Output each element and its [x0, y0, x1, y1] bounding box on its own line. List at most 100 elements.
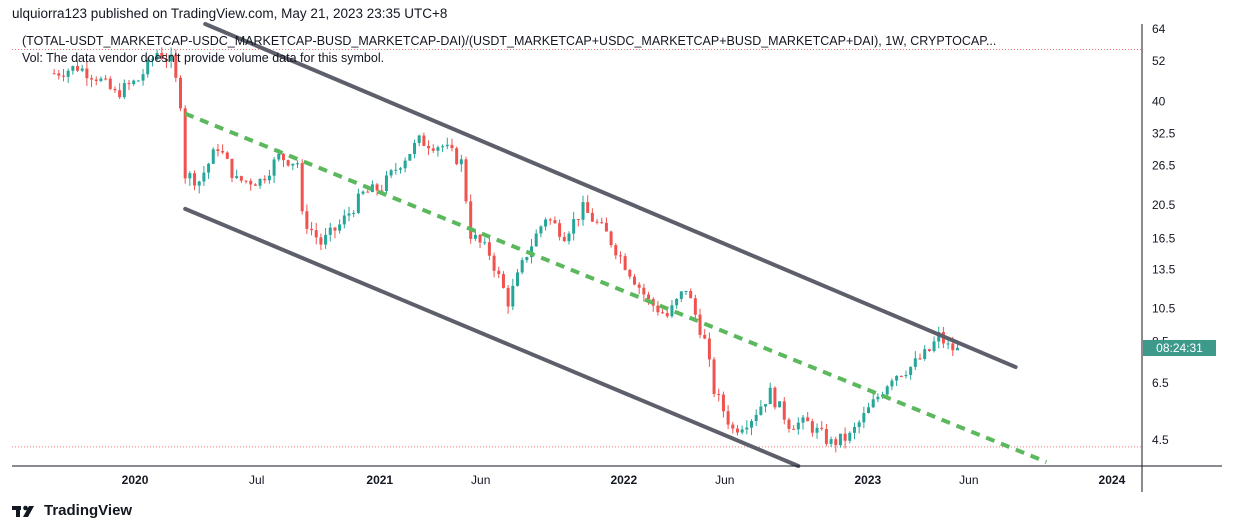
candle-body: [618, 255, 622, 257]
candle-body: [838, 433, 842, 446]
candle-body: [141, 74, 145, 81]
candle-body: [754, 414, 758, 421]
y-tick-label: 40: [1152, 95, 1166, 109]
candle-body: [169, 54, 173, 62]
candle-body: [104, 78, 108, 80]
y-tick-label: 64: [1152, 22, 1166, 36]
horizontal-lines: [12, 48, 1142, 448]
candle-body: [235, 176, 239, 178]
candle-body: [927, 349, 931, 351]
candle-body: [178, 77, 182, 109]
candle-body: [160, 52, 164, 59]
candle-body: [413, 143, 417, 155]
candle-body: [768, 387, 772, 405]
candle-body: [221, 150, 225, 153]
candle-body: [590, 212, 594, 222]
candle-body: [586, 202, 590, 213]
axes: 64524032.526.520.516.513.510.58.56.54.52…: [12, 22, 1222, 492]
candle-body: [71, 66, 75, 71]
candle-body: [932, 341, 936, 351]
candle-body: [150, 59, 154, 61]
candle-body: [918, 358, 922, 360]
candle-body: [267, 175, 271, 181]
candle-body: [852, 426, 856, 433]
candle-body: [609, 231, 613, 246]
candle-body: [127, 83, 131, 85]
channel-lines[interactable]: [183, 22, 1048, 468]
candle-body: [324, 234, 328, 245]
y-tick-label: 4.5: [1152, 433, 1169, 447]
candle-body: [333, 227, 337, 231]
candle-body: [703, 334, 707, 339]
candle-body: [871, 399, 875, 408]
candle-body: [286, 160, 290, 166]
countdown-badge: 08:24:31: [1143, 340, 1216, 356]
candle-body: [843, 433, 847, 441]
candle-body: [581, 202, 585, 220]
candle-body: [712, 359, 716, 395]
candle-body: [436, 147, 440, 151]
candle-body: [670, 305, 674, 317]
candle-body: [937, 332, 941, 342]
candle-body: [487, 242, 491, 256]
candle-body: [895, 375, 899, 381]
candle-body: [113, 88, 117, 91]
candle-body: [90, 78, 94, 80]
candle-body: [225, 152, 229, 159]
candle-body: [403, 160, 407, 169]
x-tick-label: Jun: [959, 473, 978, 487]
candle-body: [689, 290, 693, 299]
candle-body: [239, 176, 243, 181]
candle-body: [913, 358, 917, 367]
candle-body: [857, 422, 861, 427]
candle-body: [497, 270, 501, 275]
candle-body: [707, 338, 711, 360]
candle-body: [829, 439, 833, 444]
candle-body: [520, 260, 524, 273]
x-tick-label: Jun: [715, 473, 734, 487]
candle-body: [595, 221, 599, 223]
channel-upper-line: [203, 22, 1018, 370]
candle-body: [296, 163, 300, 165]
candle-body: [441, 146, 445, 148]
candle-body: [633, 276, 637, 285]
candle-body: [787, 419, 791, 429]
y-tick-label: 16.5: [1152, 232, 1176, 246]
volume-notice: Vol: The data vendor doesn't provide vol…: [22, 51, 385, 65]
candle-body: [132, 80, 136, 85]
candle-body: [459, 159, 463, 165]
candle-body: [604, 222, 608, 232]
candle-body: [469, 201, 473, 239]
candle-body: [600, 222, 604, 224]
candle-body: [824, 428, 828, 444]
candle-body: [548, 219, 552, 221]
y-tick-label: 26.5: [1152, 158, 1176, 172]
candle-body: [361, 191, 365, 194]
x-tick-label: 2023: [855, 473, 882, 487]
x-tick-label: 2021: [366, 473, 393, 487]
brand-name: TradingView: [44, 502, 133, 519]
candle-body: [810, 421, 814, 433]
candle-body: [183, 108, 187, 179]
candle-body: [923, 349, 927, 359]
candle-body: [698, 314, 702, 335]
y-tick-label: 32.5: [1152, 127, 1176, 141]
candle-body: [909, 366, 913, 376]
candle-body: [764, 404, 768, 407]
candle-body: [155, 52, 159, 60]
candle-body: [375, 184, 379, 191]
candle-body: [328, 227, 332, 235]
candle-body: [885, 386, 889, 395]
tradingview-logo[interactable]: TradingView: [12, 502, 132, 519]
candle-body: [193, 173, 197, 186]
candle-body: [506, 287, 510, 307]
y-tick-label: 52: [1152, 54, 1166, 68]
candle-body: [679, 291, 683, 299]
y-tick-label: 13.5: [1152, 263, 1176, 277]
candle-body: [108, 78, 112, 89]
candle-body: [370, 184, 374, 192]
candle-body: [628, 269, 632, 277]
candle-body: [515, 272, 519, 286]
candle-body: [553, 220, 557, 224]
